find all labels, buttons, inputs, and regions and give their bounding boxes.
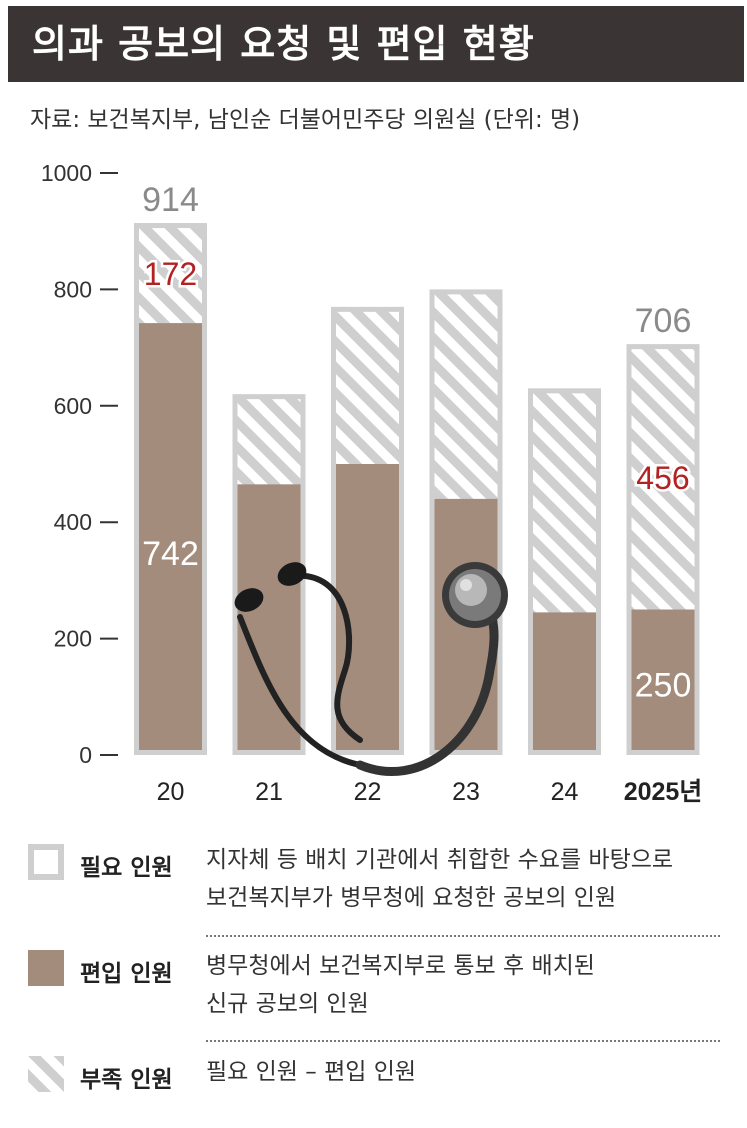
- bar-enrolled: [139, 323, 202, 750]
- y-tick-label: 0: [79, 742, 92, 768]
- x-tick-label: 22: [354, 778, 382, 806]
- shortage-label: 172: [144, 256, 197, 292]
- legend-desc-enrolled-line1: 병무청에서 보건복지부로 통보 후 배치된: [206, 953, 595, 979]
- legend-desc-required-line1: 지자체 등 배치 기관에서 취합한 수요를 바탕으로: [206, 847, 674, 873]
- legend-desc-shortage: 필요 인원 – 편입 인원: [206, 1059, 417, 1085]
- total-label: 706: [635, 302, 692, 340]
- legend-swatch-enrolled: [28, 950, 64, 986]
- stethoscope-illustration: [234, 562, 508, 776]
- legend-divider: [206, 935, 720, 937]
- x-tick-label: 24: [551, 778, 579, 806]
- legend-desc-required-line2: 보건복지부가 병무청에 요청한 공보의 인원: [206, 885, 617, 911]
- x-tick-label: 20: [157, 778, 185, 806]
- chart-title: 의과 공보의 요청 및 편입 현황: [8, 6, 744, 82]
- legend-label-shortage: 부족 인원: [80, 1067, 173, 1093]
- source-note: 자료: 보건복지부, 남인순 더불어민주당 의원실 (단위: 명): [30, 107, 581, 133]
- bar-enrolled: [336, 464, 399, 750]
- shortage-label: 456: [636, 460, 689, 496]
- x-tick-label: 23: [452, 778, 480, 806]
- legend-swatch-required: [28, 844, 64, 880]
- y-tick-label: 400: [54, 509, 92, 535]
- bar-enrolled: [533, 612, 596, 750]
- legend-desc-enrolled-line2: 신규 공보의 인원: [206, 991, 369, 1017]
- y-tick-label: 800: [54, 276, 92, 302]
- enrolled-label: 742: [142, 535, 199, 573]
- y-tick-label: 1000: [41, 160, 92, 186]
- y-tick-label: 200: [54, 626, 92, 652]
- bar-shortage: [336, 311, 399, 464]
- bar-enrolled: [237, 484, 301, 750]
- y-tick-label: 600: [54, 393, 92, 419]
- x-tick-label: 21: [255, 778, 283, 806]
- legend-swatch-shortage: [28, 1056, 64, 1092]
- bar-shortage: [237, 399, 301, 485]
- bar-shortage: [533, 393, 596, 613]
- enrolled-label: 250: [635, 666, 692, 704]
- bar-enrolled: [631, 609, 695, 750]
- legend-label-enrolled: 편입 인원: [80, 961, 173, 987]
- bar-shortage: [631, 349, 695, 610]
- bar-shortage: [434, 294, 498, 499]
- bar-shortage: [139, 228, 202, 324]
- legend-divider: [206, 1040, 720, 1042]
- legend-label-required: 필요 인원: [80, 855, 173, 881]
- stacked-bar-chart: 0 200 400 600 800 1000 20 914 172 742 21 22 23 24 202…: [41, 160, 703, 806]
- x-tick-label: 2025년: [624, 778, 703, 806]
- total-label: 914: [142, 181, 199, 219]
